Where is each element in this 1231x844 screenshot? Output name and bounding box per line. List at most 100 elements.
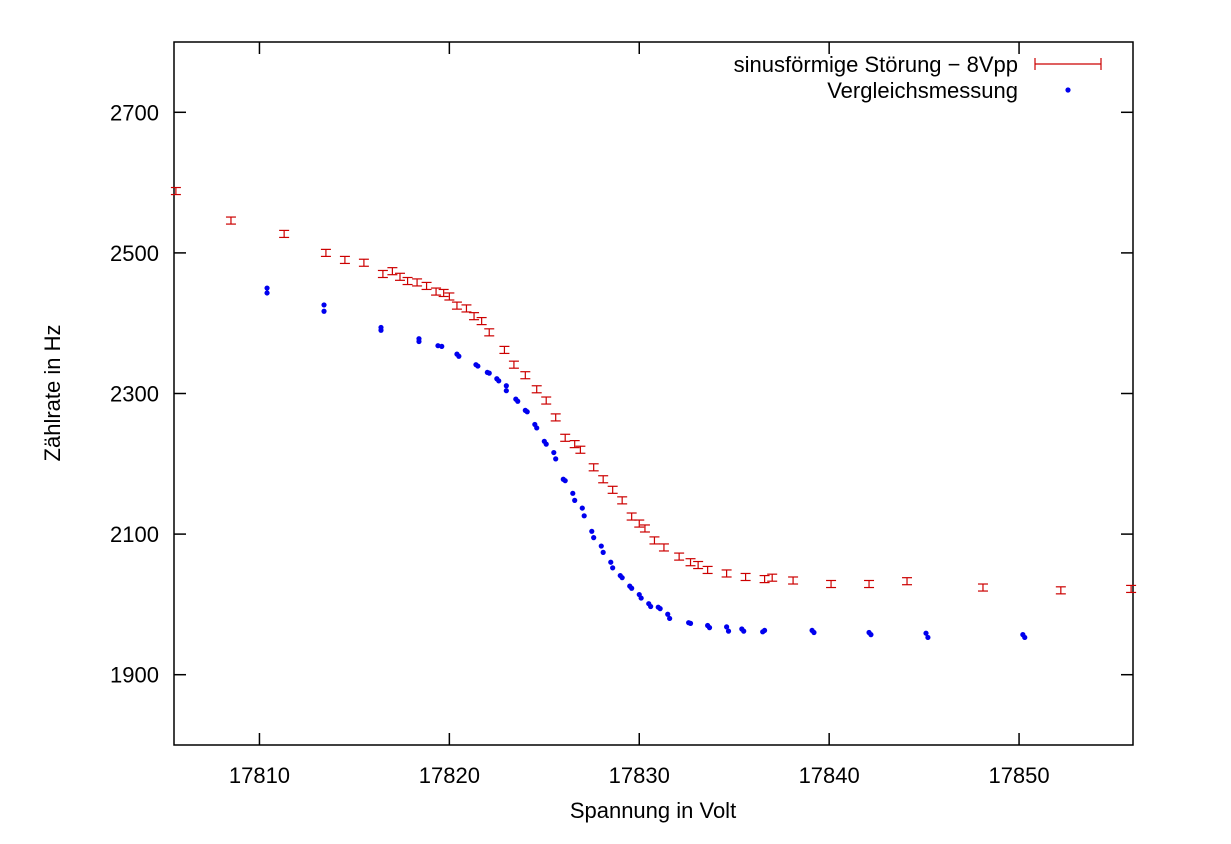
y-tick-label: 2700	[110, 100, 159, 125]
errorbar-point	[702, 565, 713, 575]
errorbar-point	[520, 371, 531, 380]
errorbar-point	[499, 345, 510, 355]
x-tick-label: 17830	[609, 763, 670, 788]
errorbar-point	[575, 445, 586, 454]
errorbar-point	[626, 512, 637, 521]
errorbar-point	[431, 287, 442, 296]
errorbar-point	[560, 433, 571, 442]
errorbar-point	[387, 267, 398, 276]
errorbar-point	[476, 316, 487, 326]
errorbar-point	[598, 475, 609, 484]
errorbar-point	[508, 360, 519, 369]
errorbar-point	[377, 269, 388, 279]
data-point	[619, 575, 625, 581]
errorbar-point	[658, 543, 669, 552]
data-point	[811, 629, 817, 636]
errorbar-point	[541, 396, 552, 405]
errorbar-point	[402, 276, 413, 286]
y-axis-title: Zählrate in Hz	[40, 325, 65, 462]
errorbar-point	[693, 560, 704, 570]
errorbar-point	[634, 519, 645, 528]
data-point	[496, 378, 502, 384]
errorbar-point	[721, 569, 732, 578]
data-point	[581, 513, 587, 519]
errorbar-point	[339, 255, 350, 265]
errorbar-point	[826, 579, 837, 589]
x-tick-label: 17850	[988, 763, 1049, 788]
data-point	[741, 628, 747, 634]
data-point	[648, 603, 654, 610]
data-point	[439, 343, 445, 349]
data-point	[503, 383, 509, 389]
errorbar-point	[1055, 586, 1066, 595]
errorbar-point	[484, 328, 495, 337]
x-axis-title: Spannung in Volt	[570, 798, 736, 823]
errorbar-point	[588, 463, 599, 472]
errorbar-point	[438, 288, 449, 298]
errorbar-point	[649, 536, 660, 545]
errorbar-point	[977, 583, 988, 592]
data-point	[570, 490, 576, 496]
errorbar-point	[902, 577, 913, 586]
legend-label-series-2: Vergleichsmessung	[827, 78, 1018, 103]
data-point	[665, 611, 671, 617]
errorbar-point	[531, 385, 542, 394]
y-tick-label: 2300	[110, 382, 159, 407]
data-point	[321, 302, 327, 308]
data-point	[562, 478, 568, 484]
data-point	[553, 456, 559, 462]
errorbar-point	[550, 413, 561, 422]
errorbar-point	[412, 278, 423, 287]
data-point	[416, 338, 422, 345]
data-point	[515, 398, 521, 404]
data-point	[475, 363, 481, 369]
data-point	[321, 308, 327, 314]
legend-swatch-series-1	[1034, 58, 1102, 70]
data-point	[610, 565, 616, 571]
data-point	[486, 370, 492, 376]
y-tick-label: 2500	[110, 241, 159, 266]
data-point	[543, 441, 549, 447]
data-point	[657, 606, 663, 612]
data-point	[534, 425, 540, 431]
data-point	[589, 528, 595, 534]
legend-swatch-series-2	[1065, 87, 1071, 93]
legend-swatch-dot	[1065, 87, 1071, 93]
errorbar-point	[639, 524, 650, 533]
errorbar-point	[674, 552, 685, 561]
data-point	[598, 543, 604, 549]
data-point	[264, 285, 270, 291]
data-point	[629, 585, 635, 591]
data-point	[551, 449, 557, 456]
data-point	[706, 624, 713, 631]
errorbar-point	[767, 573, 778, 582]
data-point	[725, 628, 732, 634]
errorbar-point	[685, 558, 696, 567]
data-point	[264, 290, 270, 296]
data-point	[608, 559, 614, 565]
data-point	[868, 632, 874, 638]
axis-tick-labels: 17810 17820 17830 17840 17850 1900 2100 2300 250…	[110, 100, 1050, 788]
y-tick-label: 2100	[110, 522, 159, 547]
data-point	[456, 353, 462, 359]
x-tick-label: 17820	[419, 763, 480, 788]
errorbar-point	[394, 272, 405, 281]
errorbar-point	[444, 292, 455, 301]
errorbar-point	[279, 229, 290, 239]
data-point	[600, 549, 606, 555]
errorbar-point	[617, 496, 628, 505]
errorbar-point	[1126, 584, 1137, 594]
errorbar-point	[788, 576, 799, 585]
y-tick-label: 1900	[110, 663, 159, 688]
errorbar-point	[607, 485, 618, 494]
legend-label-series-1: sinusförmige Störung − 8Vpp	[734, 52, 1018, 77]
errorbar-point	[320, 248, 331, 258]
data-point	[579, 505, 585, 511]
errorbar-point	[864, 579, 875, 589]
data-point	[724, 624, 730, 630]
errorbar-point	[740, 572, 751, 582]
data-point	[638, 595, 644, 601]
x-tick-label: 17840	[799, 763, 860, 788]
data-point	[524, 409, 530, 415]
